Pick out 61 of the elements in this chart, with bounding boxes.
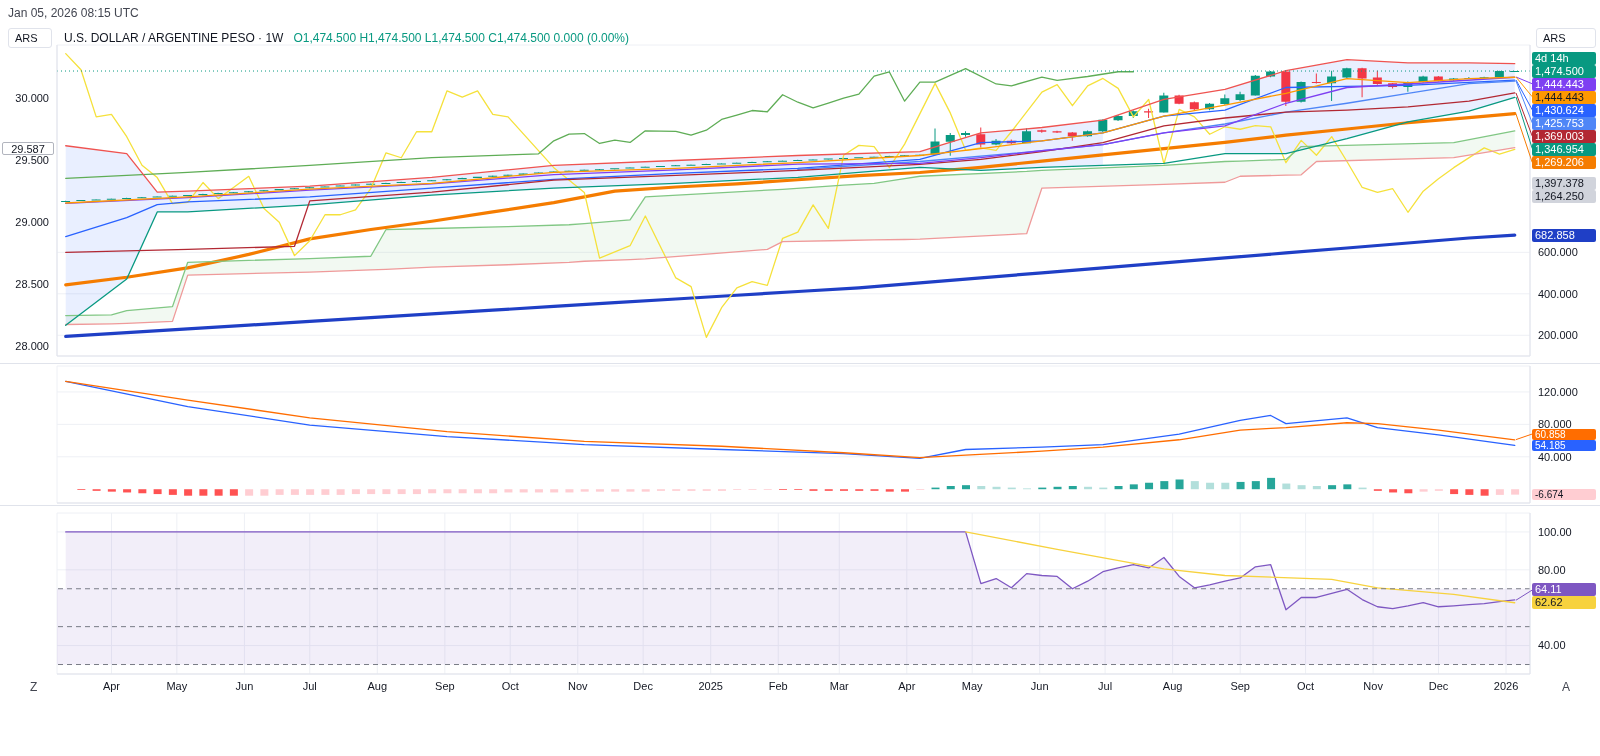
x-tick-label: Jun: [1030, 679, 1049, 692]
data-label: 60.858: [1532, 428, 1596, 440]
data-label: 1,444.443: [1532, 90, 1596, 104]
x-tick-label: May: [166, 679, 188, 692]
annotation: 1,474.500: [1532, 64, 1596, 78]
x-tick-label: Feb: [768, 679, 788, 692]
y-tick-label: 80.000: [1538, 418, 1572, 431]
data-label: 64.11: [1532, 583, 1596, 597]
text: Z: [30, 680, 38, 694]
x-tick-label: May: [961, 679, 984, 692]
x-tick-label: Oct: [501, 679, 519, 692]
chart-title: U.S. DOLLAR / ARGENTINE PESO · 1W: [64, 31, 284, 45]
x-tick-label: Aug: [367, 679, 388, 692]
text: 1,397.378: [1532, 176, 1596, 190]
x-tick-label: Nov: [1363, 679, 1384, 692]
text: 1,264.250: [1532, 189, 1596, 203]
y-tick-label: 100.00: [1538, 525, 1572, 538]
x-tick-label: Oct: [1297, 679, 1315, 692]
x-tick-label: Sep: [1230, 679, 1250, 692]
x-tick-label: 2026: [1493, 679, 1519, 692]
y-tick-label: 80.00: [1538, 563, 1566, 576]
x-tick-label: Jul: [302, 679, 317, 692]
y2-axis-title: ARS: [15, 32, 38, 44]
data-label: 1,425.753: [1532, 116, 1596, 130]
y-tick-label: 200.000: [1538, 329, 1578, 342]
y-tick-label: 40.00: [1538, 639, 1566, 652]
y2-tick-label: 29.000: [15, 216, 49, 229]
x-tick-label: Apr: [898, 679, 916, 692]
x-tick-label: 2025: [698, 679, 723, 692]
data-label: 1,269.206: [1532, 155, 1596, 169]
data-label: 1,430.624: [1532, 103, 1596, 117]
x-tick-label: Mar: [829, 679, 850, 692]
x-tick-label: Aug: [1162, 679, 1183, 692]
x-tick-label: Sep: [435, 679, 455, 692]
y-axis-title: ARS: [1543, 32, 1566, 44]
x-tick-label: Dec: [633, 679, 654, 692]
x-tick-label: Dec: [1428, 679, 1449, 692]
text: Jan 05, 2026 08:15 UTC: [8, 6, 139, 20]
y2-tick-label: 28.500: [15, 278, 49, 291]
chart-subtitle: O1,474.500 H1,474.500 L1,474.500 C1,474.500 0.000 (0.00%): [293, 31, 629, 45]
data-label: 62.62: [1532, 596, 1596, 610]
y2-tick-label: 28.000: [15, 339, 49, 352]
data-label: 1,369.003: [1532, 129, 1596, 143]
text: A: [1562, 680, 1571, 694]
x-tick-label: Jun: [235, 679, 254, 692]
data-label: 1,346.954: [1532, 142, 1596, 156]
y-tick-label: 400.000: [1538, 287, 1578, 300]
data-label: 54.185: [1532, 439, 1596, 451]
text: 4d 14h: [1532, 51, 1596, 65]
text: 29.587: [11, 143, 45, 155]
annotation: -6.674: [1532, 489, 1596, 501]
y-tick-label: 600.000: [1538, 246, 1578, 259]
y2-tick-label: 30.000: [15, 92, 49, 105]
data-label: 1,444.443: [1532, 77, 1596, 91]
y2-tick-label: 29.500: [15, 154, 49, 167]
y-tick-label: 40.000: [1538, 450, 1572, 463]
y-tick-label: 120.000: [1538, 385, 1578, 398]
x-tick-label: Jul: [1098, 679, 1113, 692]
x-tick-label: Nov: [568, 679, 589, 692]
data-label: 682.858: [1532, 228, 1596, 242]
x-tick-label: Apr: [102, 679, 121, 692]
